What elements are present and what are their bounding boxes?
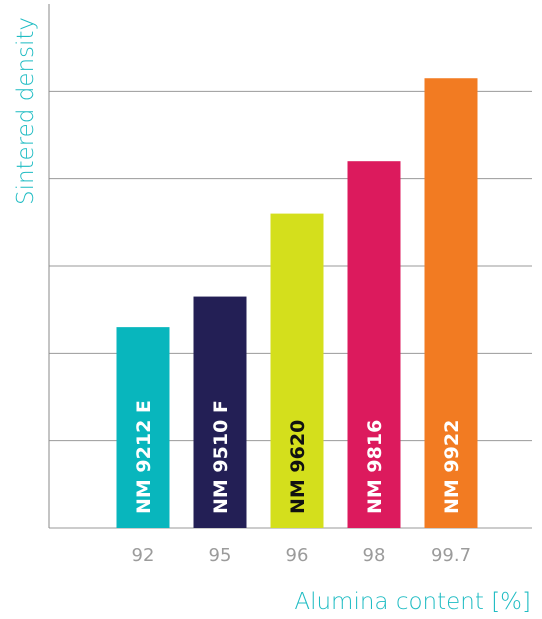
x-tick-label: 96 — [286, 545, 309, 566]
bar-label: NM 9922 — [441, 420, 463, 514]
bar — [193, 296, 247, 528]
bar — [347, 161, 401, 528]
bar-label: NM 9816 — [364, 420, 386, 514]
bar-label: NM 9510 F — [210, 400, 232, 514]
x-tick-label: 98 — [363, 545, 386, 566]
x-tick-label: 92 — [132, 545, 155, 566]
x-axis-label: Alumina content [%] — [294, 589, 531, 615]
bar — [116, 327, 170, 528]
bars: NM 9212 E NM 9510 F NM 9620 NM 9816 NM 9922 — [116, 78, 478, 528]
bar-label: NM 9212 E — [133, 400, 155, 514]
bar — [270, 213, 324, 528]
x-tick-label: 99.7 — [431, 545, 471, 566]
y-axis-label: Sintered density — [13, 17, 39, 205]
x-tick-labels: 92 95 96 98 99.7 — [132, 545, 471, 566]
bar — [424, 78, 478, 528]
bar-label: NM 9620 — [287, 420, 309, 514]
x-tick-label: 95 — [209, 545, 232, 566]
